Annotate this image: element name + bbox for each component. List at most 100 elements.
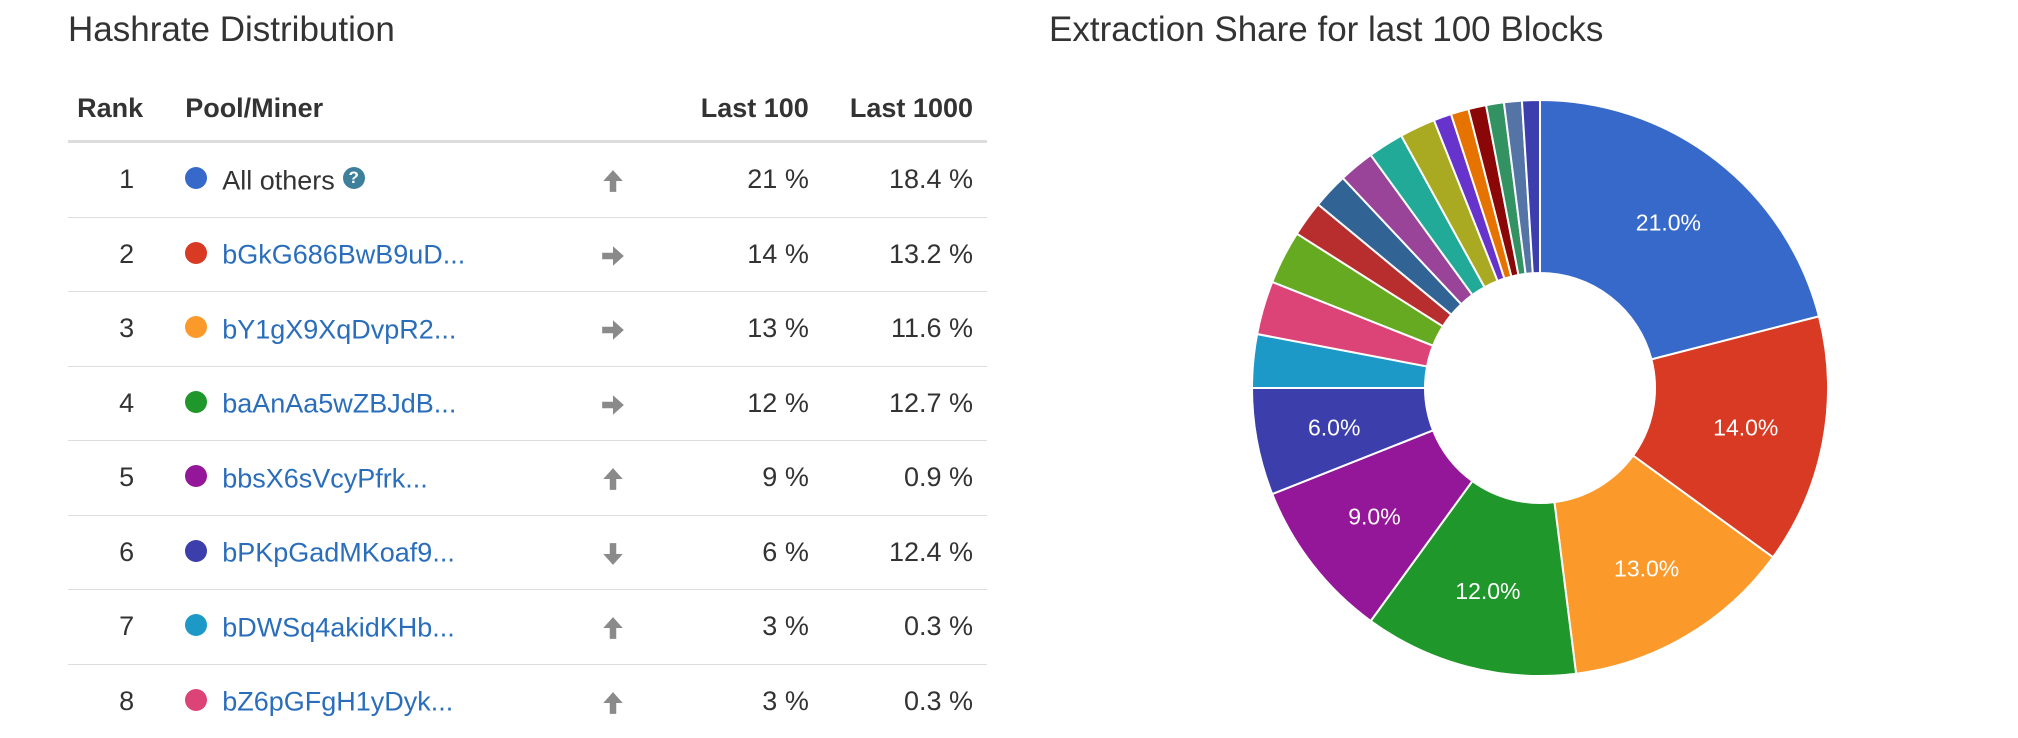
last1000-cell: 12.4 % [826,515,987,590]
donut-slice[interactable] [1553,454,1775,675]
pool-cell: bZ6pGFgH1yDyk... [152,664,583,738]
donut-slice[interactable] [1631,315,1829,559]
table-row: 2 bGkG686BwB9uD... 14 % 13.2 % [68,217,987,292]
rank-value: 2 [119,238,135,269]
arrow-right-icon [601,394,624,415]
pool-cell: bbsX6sVcyPfrk... [152,440,584,516]
arrow-down-icon [602,542,623,565]
last1000-header: Last 1000 [826,76,987,143]
rank-cell: 2 [68,217,153,292]
last100-cell: 6 % [641,515,827,590]
donut-labels: 21.0% 14.0% 13.0% 12.0% 9.0% 6.0% [1308,209,1778,603]
pool-cell: baAnAa5wZBJdB... [152,366,584,441]
rank-value: 7 [119,611,135,642]
rank-cell: 3 [68,291,153,367]
donut-slice[interactable] [1539,98,1821,361]
donut-slice[interactable] [1369,479,1578,677]
arrow-right-icon [601,320,624,340]
table-row: 3 bY1gX9XqDvpR2... 13 % 11.6 % [68,291,987,367]
arrow-up-icon [602,468,623,490]
last100-cell: 12 % [641,366,827,441]
rank-cell: 6 [68,515,153,590]
rank-cell: 5 [68,440,153,516]
last1000-cell: 0.3 % [826,589,987,665]
table-row: 7 bDWSq4akidKHb... 3 % 0.3 % [68,589,987,665]
pool-color-dot [185,390,208,413]
pool-miner-link[interactable]: bY1gX9XqDvpR2... [222,313,457,344]
rank-cell: 1 [68,141,153,218]
last1000-cell: 11.6 % [826,291,987,367]
trend-cell [583,664,642,738]
pool-cell: All others? [152,141,584,218]
last100-cell: 9 % [641,440,827,516]
rank-value: 4 [119,387,135,418]
table-row: 8 bZ6pGFgH1yDyk... 3 % 0.3 % [68,664,987,738]
pool-miner-link[interactable]: bbsX6sVcyPfrk... [222,462,428,493]
pool-miner-link[interactable]: baAnAa5wZBJdB... [222,388,457,419]
table-header-row: Rank Pool/Miner Last 100 Last 1000 [68,76,987,143]
trend-cell [583,589,642,665]
rank-value: 3 [119,313,135,344]
extraction-share-title: Extraction Share for last 100 Blocks [1049,10,1604,49]
pool-color-dot [185,539,208,562]
donut-slice-label: 12.0% [1455,578,1520,604]
question-circle-icon[interactable]: ? [342,167,365,190]
pool-cell: bDWSq4akidKHb... [152,589,584,665]
rank-cell: 7 [68,589,153,665]
trend-cell [583,141,642,218]
pool-color-dot [185,688,208,711]
pool-miner-link[interactable]: bZ6pGFgH1yDyk... [222,686,454,717]
table-row: 1 All others? 21 % 18.4 % [68,141,987,218]
trend-header [583,76,642,143]
pool-miner-name: All others [222,164,335,195]
extraction-share-donut-chart: 21.0% 14.0% 13.0% 12.0% 9.0% 6.0% [1250,98,1829,677]
last100-cell: 3 % [641,589,827,665]
donut-slice-label: 13.0% [1614,555,1679,581]
last100-cell: 13 % [641,291,827,367]
donut-slices [1250,98,1829,677]
arrow-up-icon [602,691,623,714]
pool-color-dot [185,167,208,190]
rank-header: Rank [68,76,153,143]
last100-header: Last 100 [641,76,827,143]
pool-miner-link[interactable]: bDWSq4akidKHb... [222,611,455,642]
table-row: 5 bbsX6sVcyPfrk... 9 % 0.9 % [68,440,987,516]
last100-cell: 14 % [641,217,827,292]
trend-cell [583,217,642,292]
pool-cell: bY1gX9XqDvpR2... [152,291,584,367]
arrow-right-icon [601,245,624,266]
pool-color-dot [185,614,208,637]
hashrate-distribution-title: Hashrate Distribution [68,10,395,49]
donut-slice-label: 6.0% [1308,414,1360,440]
rank-value: 5 [119,462,135,493]
last100-cell: 21 % [641,141,827,218]
pool-miner-link[interactable]: bGkG686BwB9uD... [222,239,466,270]
last100-cell: 3 % [762,685,809,716]
last1000-cell: 12.7 % [826,366,987,441]
table-row: 6 bPKpGadMKoaf9... 6 % 12.4 % [68,515,987,590]
pool-table: Rank Pool/Miner Last 100 Last 1000 1 All … [68,76,987,738]
pool-color-dot [185,465,208,488]
pool-color-dot [185,316,208,339]
last1000-cell: 18.4 % [826,141,987,218]
pool-cell: bGkG686BwB9uD... [152,217,584,292]
donut-slice-label: 14.0% [1713,414,1778,440]
last1000-cell: 0.3 % [903,685,973,716]
table-row: 4 baAnAa5wZBJdB... 12 % 12.7 % [68,366,987,441]
arrow-up-icon [602,170,623,192]
trend-cell [583,291,642,367]
last1000-cell: 0.9 % [826,440,987,516]
arrow-up-icon [602,617,623,639]
donut-slice-label: 9.0% [1348,503,1400,529]
pool-header: Pool/Miner [152,76,584,143]
donut-slice[interactable] [1520,98,1541,275]
rank-value: 8 [119,685,135,716]
trend-cell [583,440,642,516]
rank-cell: 4 [68,366,153,441]
pool-miner-link[interactable]: bPKpGadMKoaf9... [222,537,455,568]
rank-value: 6 [119,536,135,567]
donut-slice-label: 21.0% [1636,209,1701,235]
trend-cell [583,515,642,590]
pool-cell: bPKpGadMKoaf9... [152,515,584,590]
pool-color-dot [185,241,208,264]
